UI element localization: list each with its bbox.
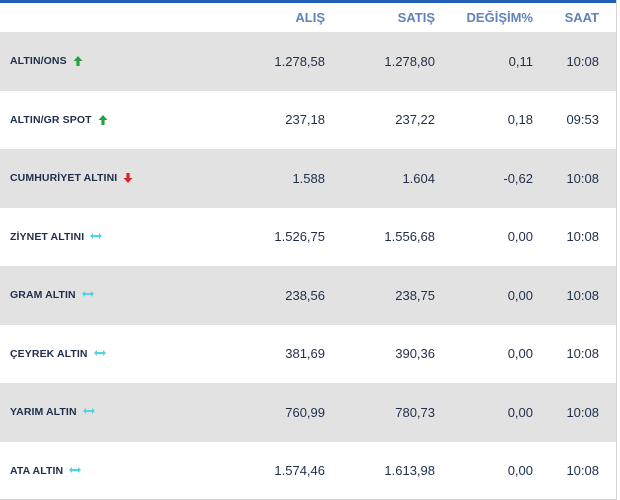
row-name-cell: ÇEYREK ALTIN	[0, 348, 232, 360]
arrow-left-right-icon	[82, 406, 95, 418]
arrow-left-right-icon	[93, 348, 106, 360]
degisim-value: 0,00	[507, 404, 533, 420]
alis-value: 238,56	[285, 287, 325, 303]
row-name-cell: ALTIN/ONS	[0, 55, 232, 67]
instrument-name[interactable]: ATA ALTIN	[10, 464, 64, 477]
table-row[interactable]: ALTIN/GR SPOT 237,18 237,22 0,18 09:53	[0, 90, 616, 149]
instrument-name[interactable]: YARIM ALTIN	[10, 406, 77, 419]
table-row[interactable]: GRAM ALTIN 238,56 238,75 0,00 10:08	[0, 266, 616, 325]
alis-value: 1.526,75	[274, 229, 325, 245]
satis-value: 390,36	[395, 346, 435, 362]
degisim-value: 0,11	[508, 53, 533, 69]
alis-value: 760,99	[285, 404, 325, 420]
arrow-down-icon	[122, 172, 134, 184]
top-accent-line	[0, 0, 616, 3]
header-alis[interactable]: ALIŞ	[295, 10, 325, 25]
saat-value: 09:53	[566, 112, 599, 128]
table-row[interactable]: ÇEYREK ALTIN 381,69 390,36 0,00 10:08	[0, 324, 616, 383]
satis-value: 1.604	[402, 170, 435, 186]
satis-value: 780,73	[395, 404, 435, 420]
satis-value: 1.556,68	[384, 229, 435, 245]
degisim-value: 0,00	[507, 463, 533, 479]
row-name-cell: ALTIN/GR SPOT	[0, 114, 232, 126]
row-name-cell: GRAM ALTIN	[0, 289, 232, 301]
degisim-value: -0,62	[503, 170, 533, 186]
arrow-left-right-icon	[81, 289, 94, 301]
degisim-value: 0,00	[507, 229, 533, 245]
saat-value: 10:08	[566, 287, 599, 303]
arrow-up-icon	[72, 55, 84, 67]
header-degisim[interactable]: DEĞİŞİM%	[466, 10, 533, 25]
saat-value: 10:08	[566, 463, 599, 479]
arrow-up-icon	[97, 114, 109, 126]
saat-value: 10:08	[566, 404, 599, 420]
saat-value: 10:08	[566, 346, 599, 362]
header-saat[interactable]: SAAT	[564, 10, 599, 25]
table-row[interactable]: CUMHURİYET ALTINI 1.588 1.604 -0,62 10:08	[0, 149, 616, 208]
satis-value: 1.278,80	[384, 53, 435, 69]
saat-value: 10:08	[566, 229, 599, 245]
alis-value: 237,18	[285, 112, 325, 128]
alis-value: 1.574,46	[274, 463, 325, 479]
alis-value: 1.588	[292, 170, 325, 186]
header-satis[interactable]: SATIŞ	[397, 10, 435, 25]
instrument-name[interactable]: ALTIN/ONS	[10, 55, 67, 68]
satis-value: 1.613,98	[384, 463, 435, 479]
degisim-value: 0,18	[507, 112, 533, 128]
instrument-name[interactable]: ZİYNET ALTINI	[10, 230, 85, 243]
table-row[interactable]: ALTIN/ONS 1.278,58 1.278,80 0,11 10:08	[0, 32, 616, 91]
row-name-cell: YARIM ALTIN	[0, 406, 232, 418]
instrument-name[interactable]: ÇEYREK ALTIN	[10, 347, 88, 360]
degisim-value: 0,00	[507, 346, 533, 362]
degisim-value: 0,00	[507, 287, 533, 303]
saat-value: 10:08	[566, 170, 599, 186]
row-name-cell: ZİYNET ALTINI	[0, 231, 232, 243]
table-body: ALTIN/ONS 1.278,58 1.278,80 0,11 10:08 ALTIN/…	[0, 32, 616, 500]
satis-value: 237,22	[395, 112, 435, 128]
row-name-cell: CUMHURİYET ALTINI	[0, 172, 232, 184]
table-header: ALIŞ SATIŞ DEĞİŞİM% SAAT	[0, 3, 616, 32]
alis-value: 1.278,58	[274, 53, 325, 69]
arrow-left-right-icon	[68, 465, 82, 477]
alis-value: 381,69	[285, 346, 325, 362]
saat-value: 10:08	[566, 53, 599, 69]
instrument-name[interactable]: CUMHURİYET ALTINI	[10, 172, 118, 185]
table-row[interactable]: ATA ALTIN 1.574,46 1.613,98 0,00 10:08	[0, 441, 616, 500]
arrow-left-right-icon	[89, 231, 103, 243]
instrument-name[interactable]: GRAM ALTIN	[10, 289, 76, 302]
table-row[interactable]: ZİYNET ALTINI 1.526,75 1.556,68 0,00 10:08	[0, 207, 616, 266]
table-row[interactable]: YARIM ALTIN 760,99 780,73 0,00 10:08	[0, 383, 616, 442]
row-name-cell: ATA ALTIN	[0, 465, 232, 477]
instrument-name[interactable]: ALTIN/GR SPOT	[10, 113, 92, 126]
satis-value: 238,75	[395, 287, 435, 303]
